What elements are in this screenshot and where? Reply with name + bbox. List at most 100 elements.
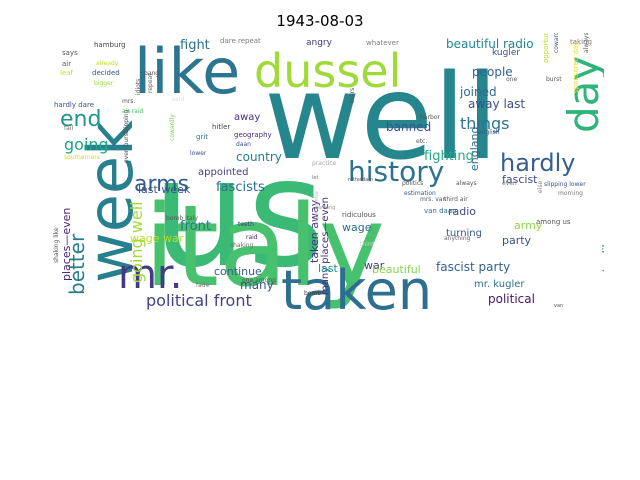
cloud-word: many places—even: [320, 197, 331, 295]
cloud-word: mr.: [118, 252, 182, 298]
cloud-word: cowardly: [169, 114, 176, 141]
cloud-word: raid: [246, 234, 258, 241]
cloud-word: radio: [448, 205, 476, 218]
cloud-word: opportunity: [542, 33, 550, 63]
cloud-word: said: [172, 96, 184, 103]
cloud-word: leaf: [60, 69, 74, 77]
cloud-word: continue: [214, 265, 262, 278]
cloud-word: slipping lower: [544, 181, 586, 188]
cloud-word: daan: [236, 141, 251, 148]
cloud-word: things: [460, 114, 510, 133]
cloud-word: van: [554, 303, 563, 309]
cloud-word: whatever: [366, 39, 399, 47]
cloud-word: mrs.: [122, 98, 135, 105]
cloud-word: idiots: [135, 79, 142, 95]
cloud-word: wage: [342, 221, 372, 234]
cloud-word: let: [312, 175, 318, 181]
cloud-word: going: [64, 135, 109, 154]
cloud-word: dare repeat: [220, 37, 261, 45]
cloud-word: even burst: [123, 130, 130, 163]
cloud-word: among us: [536, 218, 571, 226]
cloud-word: places—even: [60, 208, 73, 281]
cloud-word: taken away: [308, 199, 321, 263]
cloud-word: many: [240, 278, 274, 292]
cloud-word: war: [364, 259, 385, 272]
cloud-word: hitler: [212, 123, 230, 131]
cloud-word: banned: [386, 120, 431, 134]
cloud-word: third air: [444, 196, 468, 203]
cloud-word: like: [134, 35, 240, 108]
cloud-word: hardly dare: [54, 101, 94, 109]
cloud-word: angry: [306, 38, 333, 48]
cloud-word: taking: [570, 38, 592, 46]
cloud-word: fascist party: [436, 260, 510, 274]
cloud-word: kugler: [492, 48, 520, 58]
cloud-word: one: [506, 76, 517, 83]
cloud-word: country like: [600, 234, 604, 299]
cloud-word: going well: [127, 201, 146, 283]
cloud-word: anything else: [314, 191, 320, 225]
cloud-word: practice: [312, 160, 337, 167]
cloud-word: sponsored day: [572, 42, 580, 93]
cloud-word: third: [360, 241, 374, 248]
cloud-word: hardly: [500, 149, 575, 177]
cloud-word: harbor: [420, 114, 440, 121]
cloud-word: shaking: [230, 242, 254, 249]
cloud-word: away: [234, 112, 260, 123]
cloud-word: always said: [583, 33, 590, 53]
cloud-word: italy: [144, 182, 385, 312]
cloud-word: joined: [459, 85, 497, 99]
cloud-word: grit: [196, 133, 208, 141]
cloud-word: shaking like: [53, 227, 60, 263]
cloud-word: air raid: [122, 108, 144, 115]
cloud-word: one among: [242, 277, 276, 284]
cloud-word: among: [318, 205, 335, 211]
cloud-word: anything: [444, 235, 471, 242]
cloud-word: end: [60, 107, 101, 132]
cloud-word: hamburg: [94, 41, 126, 49]
cloud-word: turning: [446, 228, 482, 239]
cloud-word: already: [96, 60, 119, 67]
cloud-word: wage war: [130, 232, 184, 245]
cloud-word: cowardly one: [553, 33, 560, 53]
cloud-word: fighting: [424, 149, 474, 164]
cloud-word: dussel: [254, 44, 401, 98]
cloud-word: southerners: [64, 154, 100, 161]
cloud-word: people: [472, 65, 513, 79]
cloud-word: politics: [402, 180, 423, 187]
cloud-word: day: [559, 56, 604, 133]
cloud-word: even: [502, 180, 517, 187]
cloud-word: beautiful: [372, 263, 421, 276]
cloud-word: geography: [234, 131, 272, 139]
cloud-word: army: [514, 219, 543, 232]
cloud-word: etc.: [416, 138, 427, 145]
cloud-word: morning: [558, 190, 583, 197]
cloud-word: bang: [144, 70, 159, 77]
cloud-word: country: [236, 150, 282, 164]
cloud-word: lower: [190, 150, 207, 157]
cloud-word: political front: [146, 291, 252, 310]
cloud-word: bomb: [304, 290, 321, 297]
cloud-word: history: [348, 155, 444, 188]
cloud-word: beautiful radio: [446, 37, 534, 51]
cloud-word: taken: [281, 259, 432, 319]
cloud-word: fall: [64, 125, 73, 132]
cloud-word: away last: [468, 97, 525, 111]
cloud-word: teeth: [238, 221, 254, 228]
cloud-word: party: [502, 234, 532, 247]
cloud-word: rotterdam: [348, 177, 373, 183]
cloud-word: air: [62, 60, 71, 68]
cloud-word: slipping: [123, 109, 130, 133]
cloud-word: ridiculous: [342, 211, 376, 219]
cloud-word: always: [456, 180, 477, 187]
chart-title: 1943-08-03: [276, 12, 364, 30]
cloud-word: estimation: [404, 190, 436, 197]
cloud-word: better: [65, 233, 89, 295]
cloud-word: last: [318, 262, 339, 275]
cloud-word: front: [180, 219, 211, 234]
cloud-word: decided: [92, 69, 120, 77]
cloud-word: says: [62, 49, 78, 57]
cloud-word: burst: [546, 76, 562, 83]
cloud-word: england: [468, 127, 481, 171]
